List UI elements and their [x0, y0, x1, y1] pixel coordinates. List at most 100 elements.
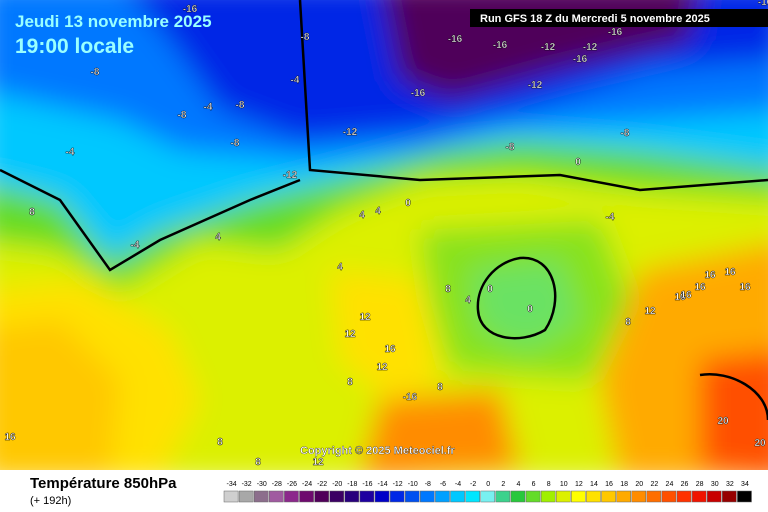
legend-label: -28 — [272, 481, 282, 488]
contour-label: 20 — [754, 438, 766, 449]
legend-swatch — [586, 490, 601, 503]
legend-label: -4 — [455, 481, 461, 488]
contour-label: 0 — [527, 304, 533, 315]
legend-swatch — [465, 490, 480, 503]
contour-label: 12 — [312, 457, 324, 468]
legend-label: 34 — [741, 481, 749, 488]
legend-swatch — [480, 490, 496, 503]
legend-swatch — [389, 490, 405, 503]
legend-label: 0 — [486, 481, 490, 488]
date: Jeudi 13 novembre 2025 — [15, 12, 212, 31]
contour-label: 16 — [680, 290, 692, 301]
legend-label: -34 — [226, 481, 236, 488]
contour-label: 16 — [4, 432, 16, 443]
contour-label: 16 — [724, 267, 736, 278]
contour-label: -16 — [448, 34, 463, 45]
legend-swatch — [223, 490, 239, 503]
legend-swatch — [601, 490, 616, 503]
contour-label: -4 — [291, 75, 300, 86]
contour-label: -16 — [411, 88, 426, 99]
map-labels: -16-8-8-4-8-8-4-16-12-16-12-16-12-16-16-… — [4, 0, 768, 468]
legend-label: 24 — [666, 481, 674, 488]
contour-label: 4 — [215, 232, 221, 243]
legend-label: 16 — [605, 481, 613, 488]
legend-label: 30 — [711, 481, 719, 488]
legend-swatch — [269, 490, 284, 503]
isotherm — [0, 168, 301, 272]
isotherm — [476, 256, 557, 340]
copyright: Copyright © 2025 Meteociel.fr — [300, 445, 456, 457]
contour-label: -12 — [528, 80, 543, 91]
legend-swatch — [284, 490, 299, 503]
contour-label: 4 — [375, 206, 381, 217]
legend-label: -26 — [287, 481, 297, 488]
legend-swatch — [495, 490, 511, 503]
legend-swatch — [435, 490, 450, 503]
legend-swatch — [722, 490, 737, 503]
legend-label: -8 — [425, 481, 431, 488]
legend-swatch — [329, 490, 345, 503]
footer-title: Température 850hPa — [30, 475, 177, 492]
legend-label: 12 — [575, 481, 583, 488]
legend-swatch — [676, 490, 692, 503]
legend-label: -32 — [242, 481, 252, 488]
legend-swatch — [404, 490, 420, 503]
legend-swatch — [314, 490, 329, 503]
legend-label: 18 — [620, 481, 628, 488]
legend: -34 -32 -30 -28 -26 -24 -22 -20 -18 -16 -14 -12 -10-… — [223, 481, 752, 503]
contour-label: 12 — [644, 306, 656, 317]
legend-label: -18 — [347, 481, 357, 488]
legend-swatch — [616, 490, 631, 503]
legend-swatch — [525, 490, 541, 503]
run-info: Run GFS 18 Z du Mercredi 5 novembre 2025 — [480, 13, 710, 25]
legend-swatch — [374, 490, 390, 503]
contour-label: 8 — [625, 317, 631, 328]
contour-label: 8 — [29, 207, 35, 218]
contour-label: 8 — [217, 437, 223, 448]
legend-label: 22 — [650, 481, 658, 488]
contour-label: -16 — [758, 0, 768, 8]
contour-label: 16 — [704, 270, 716, 281]
contour-label: -4 — [606, 212, 615, 223]
contour-label: 12 — [376, 362, 388, 373]
legend-label: 10 — [560, 481, 568, 488]
legend-swatch — [661, 490, 677, 503]
footer-lead: (+ 192h) — [30, 495, 71, 507]
contour-label: -16 — [573, 54, 588, 65]
legend-label: -24 — [302, 481, 312, 488]
contour-label: -8 — [91, 67, 100, 78]
legend-swatch — [420, 490, 435, 503]
legend-label: 4 — [516, 481, 520, 488]
legend-swatch — [706, 490, 722, 503]
contour-label: -16 — [608, 27, 623, 38]
isotherm — [298, 0, 768, 192]
contour-label: 12 — [344, 329, 356, 340]
legend-label: 20 — [635, 481, 643, 488]
legend-swatch — [359, 490, 375, 503]
contour-label: 16 — [694, 282, 706, 293]
legend-swatch — [299, 490, 314, 503]
legend-swatch — [253, 490, 269, 503]
contour-label: -8 — [236, 100, 245, 111]
contour-label: -16 — [183, 4, 198, 15]
contour-label: -4 — [131, 240, 140, 251]
contour-label: -12 — [541, 42, 556, 53]
legend-label: -2 — [470, 481, 476, 488]
contour-label: 20 — [717, 416, 729, 427]
legend-label: 32 — [726, 481, 734, 488]
legend-swatch — [571, 490, 586, 503]
contour-label: 16 — [384, 344, 396, 355]
contour-label: -12 — [283, 170, 298, 181]
legend-label: -20 — [332, 481, 342, 488]
contour-label: -8 — [621, 128, 630, 139]
legend-swatch — [737, 490, 752, 503]
legend-label: 28 — [696, 481, 704, 488]
contour-label: 8 — [445, 284, 451, 295]
contour-label: -12 — [583, 42, 598, 53]
contour-label: 8 — [347, 377, 353, 388]
legend-label: -16 — [362, 481, 372, 488]
time: 19:00 locale — [15, 35, 134, 58]
legend-label: 8 — [547, 481, 551, 488]
legend-swatch — [540, 490, 556, 503]
